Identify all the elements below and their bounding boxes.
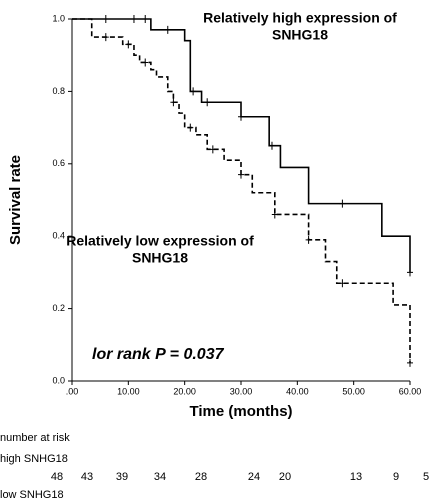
curve-label: Relatively low expression of — [66, 233, 254, 249]
censor-mark — [187, 123, 194, 132]
censor-mark — [164, 25, 171, 34]
y-tick-label: 0.6 — [52, 158, 65, 168]
censor-mark — [102, 33, 109, 42]
risk-row-name: low SNHG18 — [0, 489, 64, 500]
curve-label: SNHG18 — [272, 27, 328, 43]
x-tick-label: 60.00 — [399, 386, 422, 396]
censor-mark — [204, 98, 211, 107]
y-tick-label: 0.0 — [52, 375, 65, 385]
risk-count: 39 — [116, 471, 128, 483]
censor-mark — [268, 141, 275, 150]
censor-mark — [339, 279, 346, 288]
censor-mark — [407, 358, 413, 367]
survival-curve — [72, 18, 411, 363]
censor-mark — [102, 15, 109, 23]
censor-mark — [142, 58, 149, 67]
risk-count: 13 — [350, 471, 362, 483]
risk-count: 24 — [248, 471, 260, 483]
curve-label: SNHG18 — [132, 250, 188, 266]
curve-label: Relatively high expression of — [203, 10, 397, 26]
y-tick-label: 0.2 — [52, 303, 65, 313]
censor-mark — [238, 170, 244, 179]
risk-count: 20 — [279, 471, 291, 483]
risk-count: 34 — [154, 471, 166, 483]
censor-mark — [305, 235, 312, 244]
x-tick-label: 10.00 — [117, 386, 140, 396]
x-tick-label: 40.00 — [286, 386, 309, 396]
x-tick-label: 20.00 — [173, 386, 196, 396]
censor-mark — [407, 268, 413, 277]
x-tick-label: 30.00 — [230, 386, 253, 396]
risk-count: 28 — [195, 471, 207, 483]
censor-mark — [190, 87, 197, 96]
risk-count: 5 — [423, 471, 429, 483]
p-value: lor rank P = 0.037 — [92, 346, 225, 363]
x-axis-label: Time (months) — [189, 403, 292, 420]
y-axis-label: Survival rate — [7, 155, 24, 245]
censor-mark — [142, 15, 149, 23]
censor-mark — [271, 210, 278, 219]
y-tick-label: 0.8 — [52, 86, 65, 96]
censor-mark — [170, 98, 177, 107]
risk-row-name: high SNHG18 — [0, 453, 68, 465]
y-tick-label: 1.0 — [52, 13, 65, 23]
risk-count: 43 — [81, 471, 93, 483]
censor-mark — [125, 40, 132, 49]
x-tick-label: 50.00 — [342, 386, 365, 396]
censor-mark — [209, 145, 216, 154]
risk-count: 48 — [51, 471, 63, 483]
x-tick-label: .00 — [66, 386, 79, 396]
y-tick-label: 0.4 — [52, 231, 65, 241]
censor-mark — [339, 199, 346, 208]
risk-title: number at risk — [0, 432, 70, 444]
censor-mark — [238, 112, 244, 121]
risk-count: 9 — [393, 471, 399, 483]
censor-mark — [130, 15, 137, 23]
